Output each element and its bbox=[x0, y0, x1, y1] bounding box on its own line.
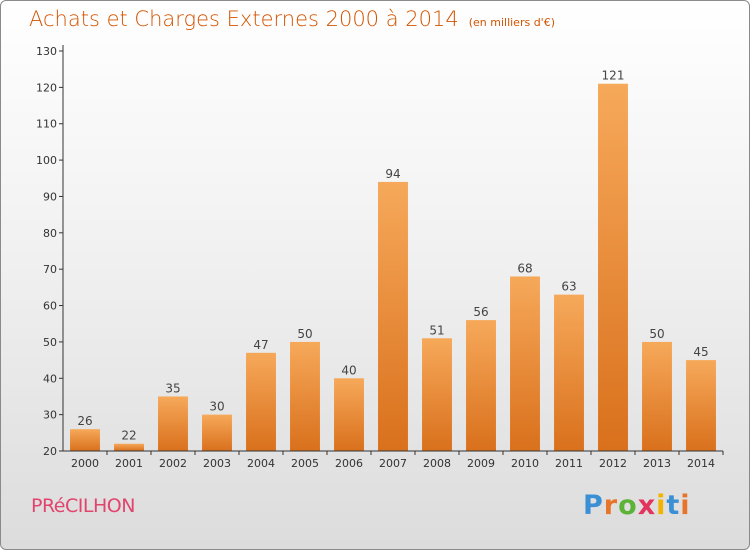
y-tick-label: 40 bbox=[43, 372, 57, 385]
axes-group: 20 30 40 50 60 70 80 90 100 110 120 130 2000 2001 2002… bbox=[36, 45, 724, 470]
x-tick-label-2005: 2005 bbox=[291, 457, 319, 470]
y-tick-label: 130 bbox=[36, 45, 57, 58]
x-tick-label-2014: 2014 bbox=[687, 457, 715, 470]
logo-letter: o bbox=[618, 490, 638, 521]
y-tick-label: 70 bbox=[43, 263, 57, 276]
logo-letter: i bbox=[656, 490, 667, 521]
y-tick-label: 120 bbox=[36, 81, 57, 94]
logo-letter: i bbox=[680, 490, 691, 521]
data-label-2004: 47 bbox=[253, 338, 268, 352]
data-label-2007: 94 bbox=[385, 167, 400, 181]
proxiti-logo: Proxiti bbox=[583, 490, 691, 521]
x-tick-label-2010: 2010 bbox=[511, 457, 539, 470]
bar-2012 bbox=[598, 83, 628, 452]
title-unit: (en milliers d'€) bbox=[468, 16, 555, 29]
bar-2011 bbox=[554, 294, 584, 451]
x-tick-label-2003: 2003 bbox=[203, 457, 231, 470]
bar-2000 bbox=[70, 429, 100, 451]
logo-letter: x bbox=[637, 490, 657, 521]
data-label-2003: 30 bbox=[209, 400, 224, 414]
bar-2009 bbox=[466, 320, 496, 451]
data-label-2013: 50 bbox=[649, 327, 664, 341]
data-label-2012: 121 bbox=[602, 69, 625, 83]
x-tick-label-2012: 2012 bbox=[599, 457, 627, 470]
data-label-2009: 56 bbox=[473, 305, 488, 319]
y-tick-label: 100 bbox=[36, 154, 57, 167]
bar-2004 bbox=[246, 352, 276, 451]
data-label-2000: 26 bbox=[77, 414, 92, 428]
x-tick-label-2006: 2006 bbox=[335, 457, 363, 470]
y-tick-label: 60 bbox=[43, 300, 57, 313]
y-tick-label: 90 bbox=[43, 190, 57, 203]
x-tick-label-2000: 2000 bbox=[71, 457, 99, 470]
data-label-2008: 51 bbox=[429, 323, 444, 337]
data-label-2014: 45 bbox=[693, 345, 708, 359]
x-tick-label-2001: 2001 bbox=[115, 457, 143, 470]
data-label-2001: 22 bbox=[121, 429, 136, 443]
bar-2005 bbox=[290, 341, 320, 451]
x-tick-label-2007: 2007 bbox=[379, 457, 407, 470]
x-tick-label-2004: 2004 bbox=[247, 457, 275, 470]
logo-letter: r bbox=[603, 490, 619, 521]
bar-2010 bbox=[510, 276, 540, 451]
y-tick-label: 30 bbox=[43, 409, 57, 422]
bar-2003 bbox=[202, 414, 232, 451]
bar-2001 bbox=[114, 443, 144, 451]
x-tick-label-2008: 2008 bbox=[423, 457, 451, 470]
data-label-2005: 50 bbox=[297, 327, 312, 341]
data-label-2002: 35 bbox=[165, 381, 180, 395]
x-tick-label-2013: 2013 bbox=[643, 457, 671, 470]
data-label-2011: 63 bbox=[561, 280, 576, 294]
logo-letter: P bbox=[583, 490, 604, 521]
logo-letter: t bbox=[666, 490, 681, 521]
y-tick-label: 110 bbox=[36, 118, 57, 131]
x-tick-label-2009: 2009 bbox=[467, 457, 495, 470]
data-label-2006: 40 bbox=[341, 363, 356, 377]
bar-2013 bbox=[642, 341, 672, 451]
y-tick-label: 50 bbox=[43, 336, 57, 349]
y-tick-label: 80 bbox=[43, 227, 57, 240]
x-tick-label-2002: 2002 bbox=[159, 457, 187, 470]
bar-2008 bbox=[422, 338, 452, 451]
data-label-2010: 68 bbox=[517, 261, 532, 275]
commune-name: PRéCILHON bbox=[31, 495, 135, 517]
bar-2014 bbox=[686, 360, 716, 451]
bar-2006 bbox=[334, 378, 364, 451]
bars-group: 26 22 35 30 47 50 40 94 51 56 68 63 121 50 45 bbox=[70, 69, 716, 452]
bar-2002 bbox=[158, 396, 188, 451]
bar-2007 bbox=[378, 181, 408, 451]
x-tick-label-2011: 2011 bbox=[555, 457, 583, 470]
chart-title: Achats et Charges Externes 2000 à 2014 (e… bbox=[29, 7, 555, 31]
title-main: Achats et Charges Externes 2000 à 2014 bbox=[29, 7, 459, 31]
y-tick-label: 20 bbox=[43, 445, 57, 458]
